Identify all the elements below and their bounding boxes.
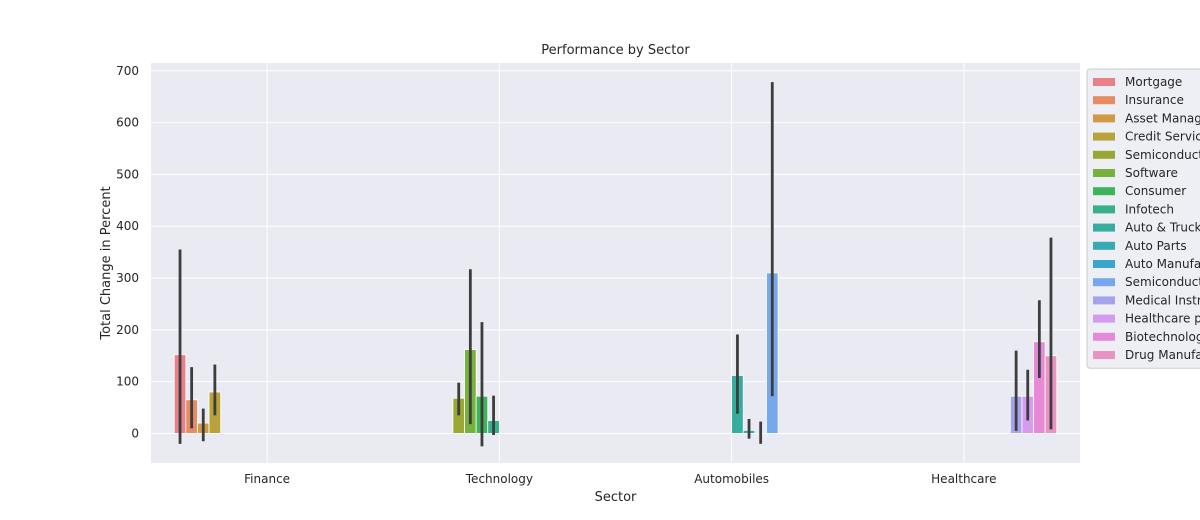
legend-label: Auto Manufacturers (1125, 257, 1200, 271)
legend-label: Auto & Truck Dealerships (1125, 221, 1200, 235)
y-tick-labels: 0 100 200 300 400 500 600 700 (116, 64, 139, 441)
legend-label: Biotechnology (1125, 330, 1200, 344)
legend-swatch (1093, 314, 1115, 323)
x-tick-label: Automobiles (694, 472, 769, 486)
legend-label: Auto Parts (1125, 239, 1187, 253)
legend-label: Credit Services (1125, 130, 1200, 144)
plot-background (151, 63, 1080, 463)
legend-swatch (1093, 260, 1115, 268)
legend-label: Medical Instruments (1125, 293, 1200, 307)
y-tick-label: 700 (116, 64, 139, 78)
legend-swatch (1093, 114, 1115, 123)
legend-label: Asset Management (1125, 111, 1200, 125)
legend-swatch (1093, 223, 1115, 232)
y-tick-label: 400 (116, 219, 139, 233)
y-tick-label: 200 (116, 323, 139, 337)
legend-swatch (1093, 205, 1115, 214)
legend-label: Semiconductor Equipment (1125, 275, 1200, 289)
legend-swatch (1093, 278, 1115, 287)
y-tick-label: 300 (116, 271, 139, 285)
y-tick-label: 0 (131, 426, 139, 440)
legend-swatch (1093, 169, 1115, 177)
legend-swatch (1093, 241, 1115, 250)
legend-swatch (1093, 351, 1115, 359)
x-axis-label: Sector (595, 490, 637, 505)
legend-swatch (1093, 187, 1115, 196)
legend-label: Infotech (1125, 202, 1174, 216)
legend-label: Mortgage (1125, 75, 1182, 89)
legend-label: Drug Manufacturers (1125, 348, 1200, 362)
x-tick-label: Technology (465, 472, 533, 486)
x-tick-label: Finance (244, 472, 290, 486)
y-tick-label: 500 (116, 167, 139, 181)
legend-swatch (1093, 150, 1115, 159)
y-axis-label: Total Change in Percent (99, 186, 114, 340)
legend-box (1086, 68, 1200, 369)
y-tick-label: 100 (116, 375, 139, 389)
legend-label: Consumer (1125, 184, 1186, 198)
legend-label: Healthcare plans (1125, 312, 1200, 326)
legend-swatch (1093, 96, 1115, 105)
legend-label: Insurance (1125, 93, 1184, 107)
y-tick-label: 600 (116, 116, 139, 130)
legend-label: Semiconductors (1125, 148, 1200, 162)
legend-label: Software (1125, 166, 1178, 180)
legend-swatch (1093, 132, 1115, 141)
error-bars-group (178, 82, 1053, 447)
legend-swatch (1093, 78, 1115, 86)
legend: Mortgage Insurance Asset Management Credit … (1086, 68, 1200, 369)
x-tick-label: Healthcare (931, 472, 996, 486)
x-tick-labels: Finance Technology Automobiles Healthcare (244, 472, 996, 486)
legend-swatch (1093, 296, 1115, 305)
legend-swatch (1093, 332, 1115, 341)
chart-title: Performance by Sector (541, 43, 690, 58)
